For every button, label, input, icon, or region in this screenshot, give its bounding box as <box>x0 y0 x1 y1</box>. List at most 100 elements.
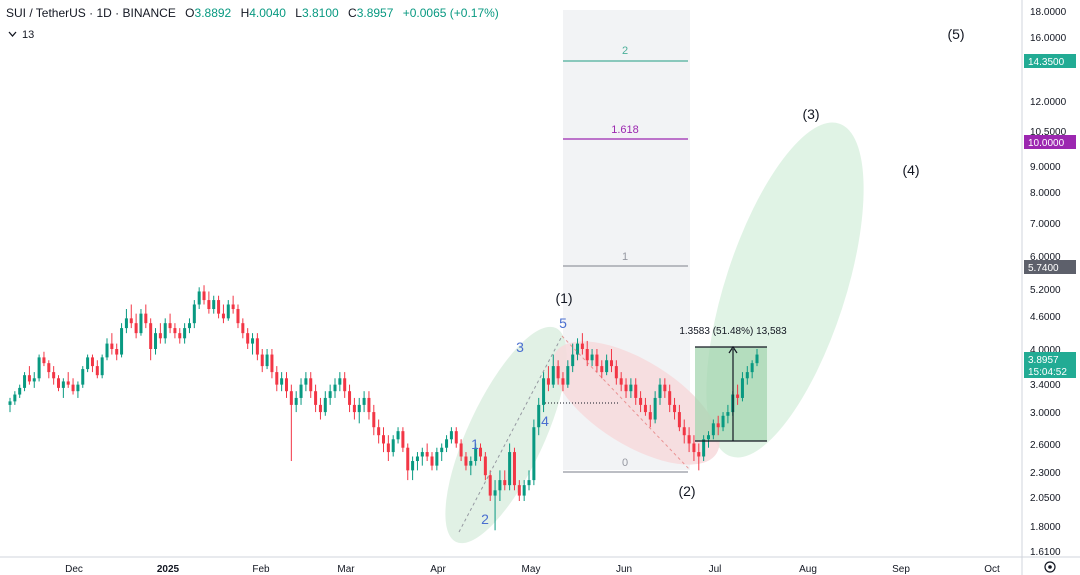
candle-body <box>493 490 497 496</box>
candle-body <box>241 323 245 334</box>
candle-body <box>120 328 124 355</box>
candle-body <box>37 357 41 379</box>
candle-body <box>270 354 274 373</box>
candle-body <box>275 372 279 385</box>
candle-body <box>580 343 584 349</box>
settings-button[interactable] <box>1044 561 1056 573</box>
chart-legend: SUI / TetherUS · 1D · BINANCE O3.8892 H4… <box>6 6 499 20</box>
candle-body <box>711 423 715 436</box>
candle-body <box>8 401 12 405</box>
candle-body <box>289 391 293 405</box>
time-tick-label: Mar <box>337 564 355 575</box>
fib-label-1618: 1.618 <box>611 124 639 136</box>
candle-body <box>721 415 725 428</box>
candle-body <box>66 381 70 385</box>
subwave-label-2: 2 <box>481 511 489 527</box>
time-axis[interactable]: Dec 2025 Feb Mar Apr May Jun Jul Aug Sep Oct <box>65 564 1000 575</box>
candle-body <box>134 323 138 334</box>
candle-body <box>391 439 395 453</box>
candle-body <box>192 304 196 324</box>
candle-body <box>158 333 162 339</box>
open-label: O <box>185 6 195 20</box>
candle-body <box>265 354 269 367</box>
candle-body <box>532 427 536 481</box>
price-tick-label: 12.0000 <box>1030 97 1067 108</box>
background-layer <box>445 10 864 544</box>
wave-label-5: (5) <box>947 26 964 42</box>
price-tick-label: 7.0000 <box>1030 219 1061 230</box>
candle-body <box>299 384 303 398</box>
price-axis[interactable]: 18.0000 16.0000 12.0000 10.5000 9.0000 8.0000… <box>1030 7 1067 558</box>
time-tick-label: Aug <box>799 564 817 575</box>
candle-body <box>517 485 521 496</box>
time-tick-label: Jun <box>616 564 632 575</box>
candle-body <box>440 447 444 453</box>
candle-body <box>381 435 386 444</box>
candle-body <box>498 480 502 491</box>
price-badge <box>1024 260 1076 274</box>
candle-body <box>449 431 453 440</box>
price-badge-label: 14.3500 <box>1028 57 1065 68</box>
candle-body <box>129 318 133 324</box>
candle-body <box>246 333 250 344</box>
fib-label-1: 1 <box>622 251 628 263</box>
volume-toggle[interactable]: 13 <box>8 29 34 41</box>
candle-body <box>716 423 720 428</box>
candle-body <box>52 372 56 379</box>
candle-body <box>338 378 342 385</box>
candle-body <box>81 369 85 385</box>
candle-body <box>600 366 604 373</box>
chevron-down-icon <box>8 31 17 37</box>
candle-body <box>154 333 158 349</box>
candle-body <box>163 323 167 339</box>
measure-arrow-head <box>728 345 738 354</box>
price-tick-label: 10.5000 <box>1030 127 1067 138</box>
volume-toggle-label: 13 <box>22 29 35 41</box>
time-tick-label: 2025 <box>157 564 180 575</box>
time-tick-label: Sep <box>892 564 910 575</box>
candle-body <box>488 475 492 496</box>
candle-body <box>537 404 541 428</box>
candle-body <box>357 404 361 413</box>
wave-label-3: (3) <box>802 106 819 122</box>
candle-body <box>542 378 546 405</box>
time-tick-label: Dec <box>65 564 83 575</box>
price-tick-label: 5.2000 <box>1030 285 1061 296</box>
wave-label-1: (1) <box>555 290 572 306</box>
candle-body <box>318 404 322 413</box>
candle-body <box>445 439 449 448</box>
price-tick-label: 1.8000 <box>1030 522 1061 533</box>
subwave-label-1: 1 <box>471 436 479 452</box>
candle-body <box>207 300 211 310</box>
candle-body <box>508 452 512 486</box>
candle-body <box>522 485 526 496</box>
candle-body <box>668 391 672 405</box>
candle-body <box>454 431 458 444</box>
price-badge-label: 10.0000 <box>1028 138 1065 149</box>
subwave-label-3: 3 <box>516 339 524 355</box>
candle-body <box>503 480 507 486</box>
candle-body <box>95 366 99 376</box>
time-tick-label: Apr <box>430 564 446 575</box>
candle-body <box>459 443 463 457</box>
candle-body <box>605 360 609 373</box>
candle-body <box>76 384 80 392</box>
candle-body <box>90 357 94 367</box>
candles <box>8 285 759 531</box>
candle-body <box>309 378 313 392</box>
price-tick-label: 9.0000 <box>1030 162 1061 173</box>
candle-body <box>639 397 643 405</box>
candle-body <box>411 461 415 471</box>
candle-body <box>619 378 623 385</box>
candle-body <box>377 427 381 436</box>
change-value: +0.0065 (+0.17%) <box>402 6 499 20</box>
candle-body <box>23 375 27 388</box>
candle-body <box>144 313 148 324</box>
price-tick-label: 6.0000 <box>1030 252 1061 263</box>
annotations: 1.3583 (51.48%) 13,583 (1) (2) (3) (4) (… <box>458 26 965 533</box>
price-badge <box>1024 352 1076 378</box>
candle-body <box>474 447 478 462</box>
candle-body <box>61 381 65 388</box>
